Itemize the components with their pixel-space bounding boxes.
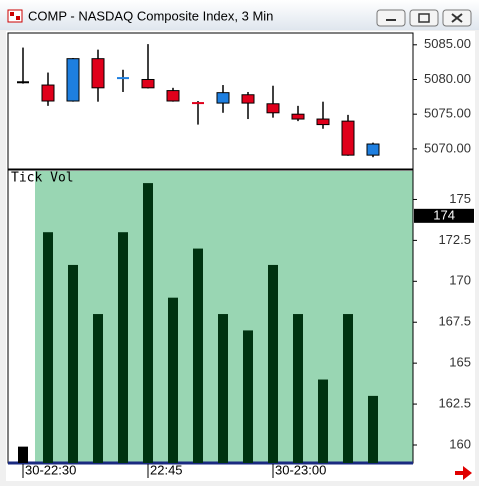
minimize-button[interactable] (376, 9, 406, 27)
y-tick-label: 162.5 (438, 396, 471, 411)
y-tick-label: 172.5 (438, 232, 471, 247)
y-tick-label: 5080.00 (424, 71, 471, 86)
volume-bar (343, 314, 353, 463)
app-icon (7, 9, 23, 23)
candle-body (241, 94, 255, 104)
close-button[interactable] (442, 9, 472, 27)
y-tick-label: 165 (449, 355, 471, 370)
volume-bar (168, 297, 178, 463)
candle-body (141, 78, 155, 89)
volume-bar (268, 264, 278, 463)
volume-bar (143, 183, 153, 463)
volume-bar (118, 232, 128, 463)
volume-bar (93, 314, 103, 463)
volume-bar (193, 248, 203, 463)
candle-body (316, 118, 330, 126)
candle-body (291, 113, 305, 120)
volume-bar (68, 264, 78, 463)
candle-body (91, 58, 105, 89)
scroll-right-arrow[interactable] (455, 466, 472, 480)
x-tick-label: 22:45 (150, 462, 183, 477)
panel-title: Tick Vol (11, 171, 74, 186)
y-tick-label: 170 (449, 273, 471, 288)
window-title: COMP - NASDAQ Composite Index, 3 Min (28, 8, 273, 23)
candle-body (66, 58, 80, 102)
y-tick-label: 5075.00 (424, 106, 471, 121)
candle-body (166, 90, 180, 102)
x-tick-label: 30-22:30 (25, 462, 76, 477)
y-tick-label: 160 (449, 436, 471, 451)
volume-bar (318, 379, 328, 463)
volume-bar (368, 395, 378, 463)
candle-body (266, 103, 280, 114)
volume-bar (243, 330, 253, 463)
y-tick-label: 175 (449, 191, 471, 206)
current-value-label: 174 (433, 207, 455, 222)
y-tick-label: 5085.00 (424, 36, 471, 51)
y-tick-label: 167.5 (438, 314, 471, 329)
candle-body (216, 92, 230, 104)
current-value-box (414, 208, 474, 223)
volume-bar (293, 314, 303, 463)
x-tick-label: 30-23:00 (275, 462, 326, 477)
candle-body (41, 84, 55, 102)
volume-bar (218, 314, 228, 463)
volume-bar (43, 232, 53, 463)
candle-body (366, 143, 380, 156)
y-tick-label: 5070.00 (424, 140, 471, 155)
volume-bar (18, 446, 28, 463)
candle-body (341, 120, 355, 156)
maximize-button[interactable] (409, 9, 439, 27)
